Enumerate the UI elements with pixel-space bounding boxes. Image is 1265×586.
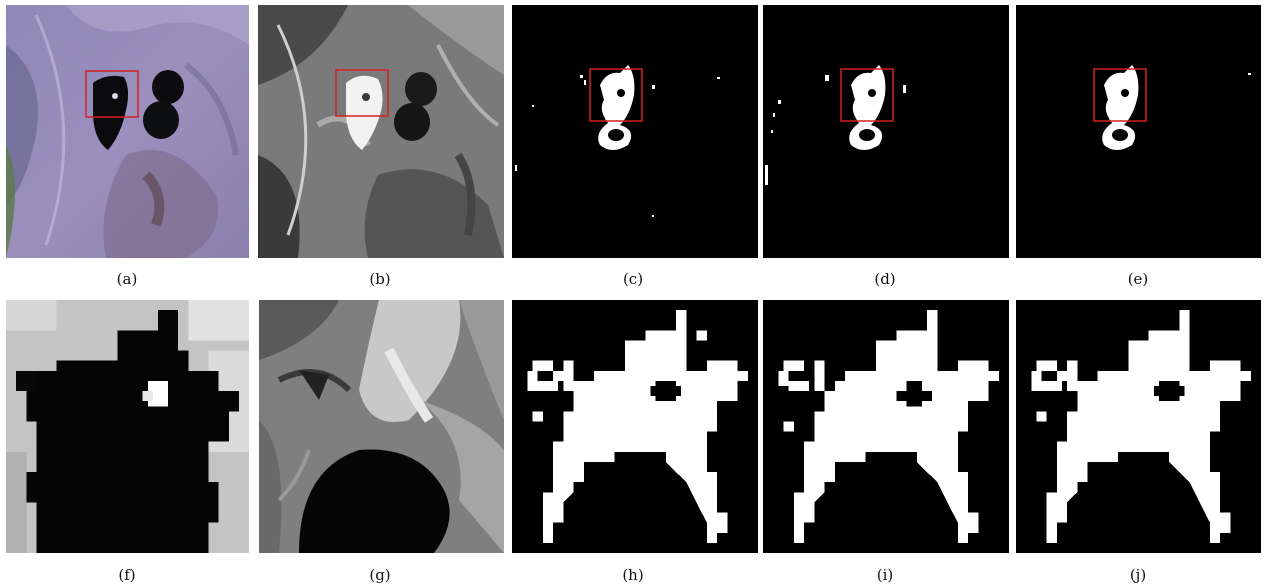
caption-f: (f)	[118, 566, 136, 584]
panel-d-binary-mask	[763, 5, 1009, 258]
caption-j: (j)	[1129, 566, 1147, 584]
panel-a-color-satellite	[6, 5, 249, 258]
caption-h: (h)	[622, 566, 644, 584]
caption-d: (d)	[874, 270, 896, 288]
panel-j-zoomed-mask	[1016, 300, 1261, 553]
highlight-box	[85, 70, 139, 118]
caption-i: (i)	[876, 566, 894, 584]
panel-i-zoomed-mask	[763, 300, 1009, 553]
panel-c-binary-mask	[512, 5, 758, 258]
panel-g-zoomed-grayscale	[259, 300, 504, 553]
panel-f-zoomed-color	[6, 300, 249, 553]
caption-g: (g)	[369, 566, 391, 584]
panel-h-zoomed-mask	[512, 300, 758, 553]
highlight-box	[335, 69, 389, 117]
caption-e: (e)	[1127, 270, 1149, 288]
panel-b-grayscale-satellite	[258, 5, 504, 258]
highlight-box	[840, 68, 894, 122]
panel-e-binary-mask	[1016, 5, 1261, 258]
highlight-box	[1093, 68, 1147, 122]
caption-a: (a)	[116, 270, 138, 288]
highlight-box	[589, 68, 643, 122]
caption-c: (c)	[622, 270, 644, 288]
caption-b: (b)	[369, 270, 391, 288]
